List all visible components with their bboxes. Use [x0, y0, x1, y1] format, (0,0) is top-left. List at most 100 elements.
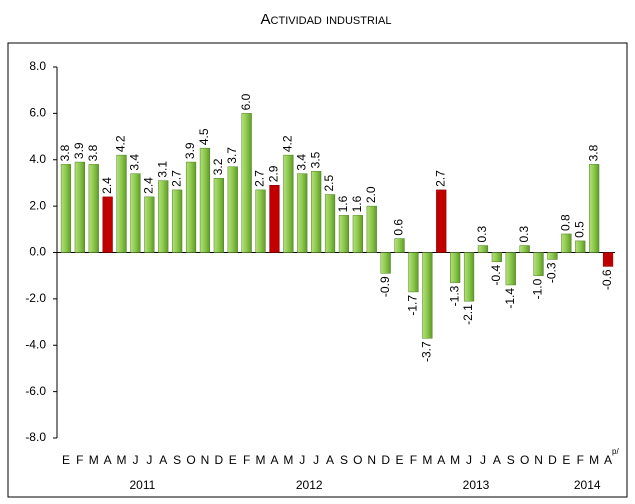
- bar: [199, 147, 211, 253]
- value-label: -3.7: [420, 341, 434, 362]
- bar: [394, 238, 405, 253]
- value-label: 1.6: [336, 195, 350, 212]
- frame: [7, 42, 628, 498]
- x-tick-label: A: [104, 453, 112, 467]
- value-label: 4.2: [281, 135, 295, 152]
- bar: [60, 164, 72, 253]
- x-tick-label: F: [410, 453, 417, 467]
- x-tick-label: S: [173, 453, 181, 467]
- x-tick-label: D: [548, 453, 557, 467]
- chart-title: Actividad industrial: [261, 11, 392, 28]
- bar: [255, 189, 266, 253]
- value-label: 3.8: [58, 144, 72, 161]
- bar: [74, 161, 85, 253]
- bar: [422, 252, 433, 339]
- x-group-label: 2012: [296, 478, 323, 492]
- value-label: 0.8: [559, 214, 573, 231]
- bar: [338, 215, 350, 253]
- bar: [589, 164, 600, 253]
- bar: [158, 180, 169, 253]
- x-tick-label: F: [577, 453, 584, 467]
- bar: [88, 164, 99, 253]
- bar: [172, 189, 183, 253]
- value-label: 6.0: [239, 93, 253, 110]
- bar: [491, 252, 502, 263]
- bar: [116, 154, 127, 253]
- bar: [463, 252, 475, 302]
- value-label: 3.4: [294, 154, 308, 171]
- y-tick-label: -4.0: [25, 337, 46, 351]
- bar: [450, 252, 461, 283]
- x-tick-label: A: [604, 453, 612, 467]
- bar: [269, 185, 280, 253]
- x-tick-label: M: [422, 453, 432, 467]
- x-tick-label: E: [229, 453, 237, 467]
- value-label: 2.0: [364, 186, 378, 203]
- bar: [352, 215, 363, 253]
- value-label: 3.5: [308, 151, 322, 168]
- value-label: 2.5: [322, 175, 336, 192]
- x-tick-label: J: [299, 453, 305, 467]
- y-tick-label: 2.0: [29, 198, 46, 212]
- x-tick-label: E: [62, 453, 70, 467]
- category-note: p/: [612, 447, 619, 456]
- bar: [380, 252, 391, 274]
- x-tick-label: M: [283, 453, 293, 467]
- x-tick-label: M: [589, 453, 599, 467]
- value-label: 3.8: [586, 144, 600, 161]
- bar: [130, 173, 141, 253]
- x-tick-label: A: [437, 453, 445, 467]
- value-label: 2.7: [169, 170, 183, 187]
- x-tick-label: J: [313, 453, 319, 467]
- x-tick-label: F: [76, 453, 83, 467]
- value-label: -1.0: [531, 278, 545, 299]
- y-tick-label: -6.0: [25, 384, 46, 398]
- value-label: 0.6: [392, 219, 406, 236]
- value-label: 4.5: [197, 128, 211, 145]
- bar: [213, 178, 224, 253]
- x-tick-label: A: [326, 453, 334, 467]
- x-tick-label: M: [450, 453, 460, 467]
- x-tick-label: J: [146, 453, 152, 467]
- bar: [311, 171, 322, 253]
- y-tick-label: 0.0: [29, 245, 46, 259]
- x-tick-label: S: [340, 453, 348, 467]
- x-tick-label: M: [256, 453, 266, 467]
- bar: [283, 154, 294, 253]
- bar: [505, 252, 516, 286]
- x-tick-label: J: [480, 453, 486, 467]
- x-tick-label: J: [132, 453, 138, 467]
- bar: [408, 252, 419, 293]
- value-label: -1.4: [503, 288, 517, 309]
- x-tick-label: D: [381, 453, 390, 467]
- y-tick-label: 8.0: [29, 59, 46, 73]
- value-label: 3.4: [128, 154, 142, 171]
- bar: [519, 245, 530, 253]
- value-label: -0.6: [600, 269, 614, 290]
- value-label: 2.7: [433, 170, 447, 187]
- value-label: -2.1: [461, 304, 475, 325]
- value-label: -0.9: [378, 276, 392, 297]
- bar: [241, 113, 252, 253]
- x-tick-label: D: [215, 453, 224, 467]
- value-label: -0.4: [489, 264, 503, 285]
- value-label: 1.6: [350, 195, 364, 212]
- value-label: 0.3: [517, 226, 531, 243]
- x-tick-label: N: [367, 453, 376, 467]
- value-label: 0.3: [475, 226, 489, 243]
- value-label: 2.4: [100, 177, 114, 194]
- bar: [575, 240, 586, 253]
- x-tick-label: M: [89, 453, 99, 467]
- x-tick-label: E: [396, 453, 404, 467]
- y-tick-label: 6.0: [29, 106, 46, 120]
- x-tick-label: E: [562, 453, 570, 467]
- x-tick-label: A: [493, 453, 501, 467]
- bar: [436, 189, 447, 253]
- value-label: 3.9: [183, 142, 197, 159]
- x-group-label: 2013: [463, 478, 490, 492]
- x-tick-label: F: [243, 453, 250, 467]
- bar: [561, 233, 572, 253]
- x-tick-label: J: [466, 453, 472, 467]
- value-label: 3.1: [155, 161, 169, 178]
